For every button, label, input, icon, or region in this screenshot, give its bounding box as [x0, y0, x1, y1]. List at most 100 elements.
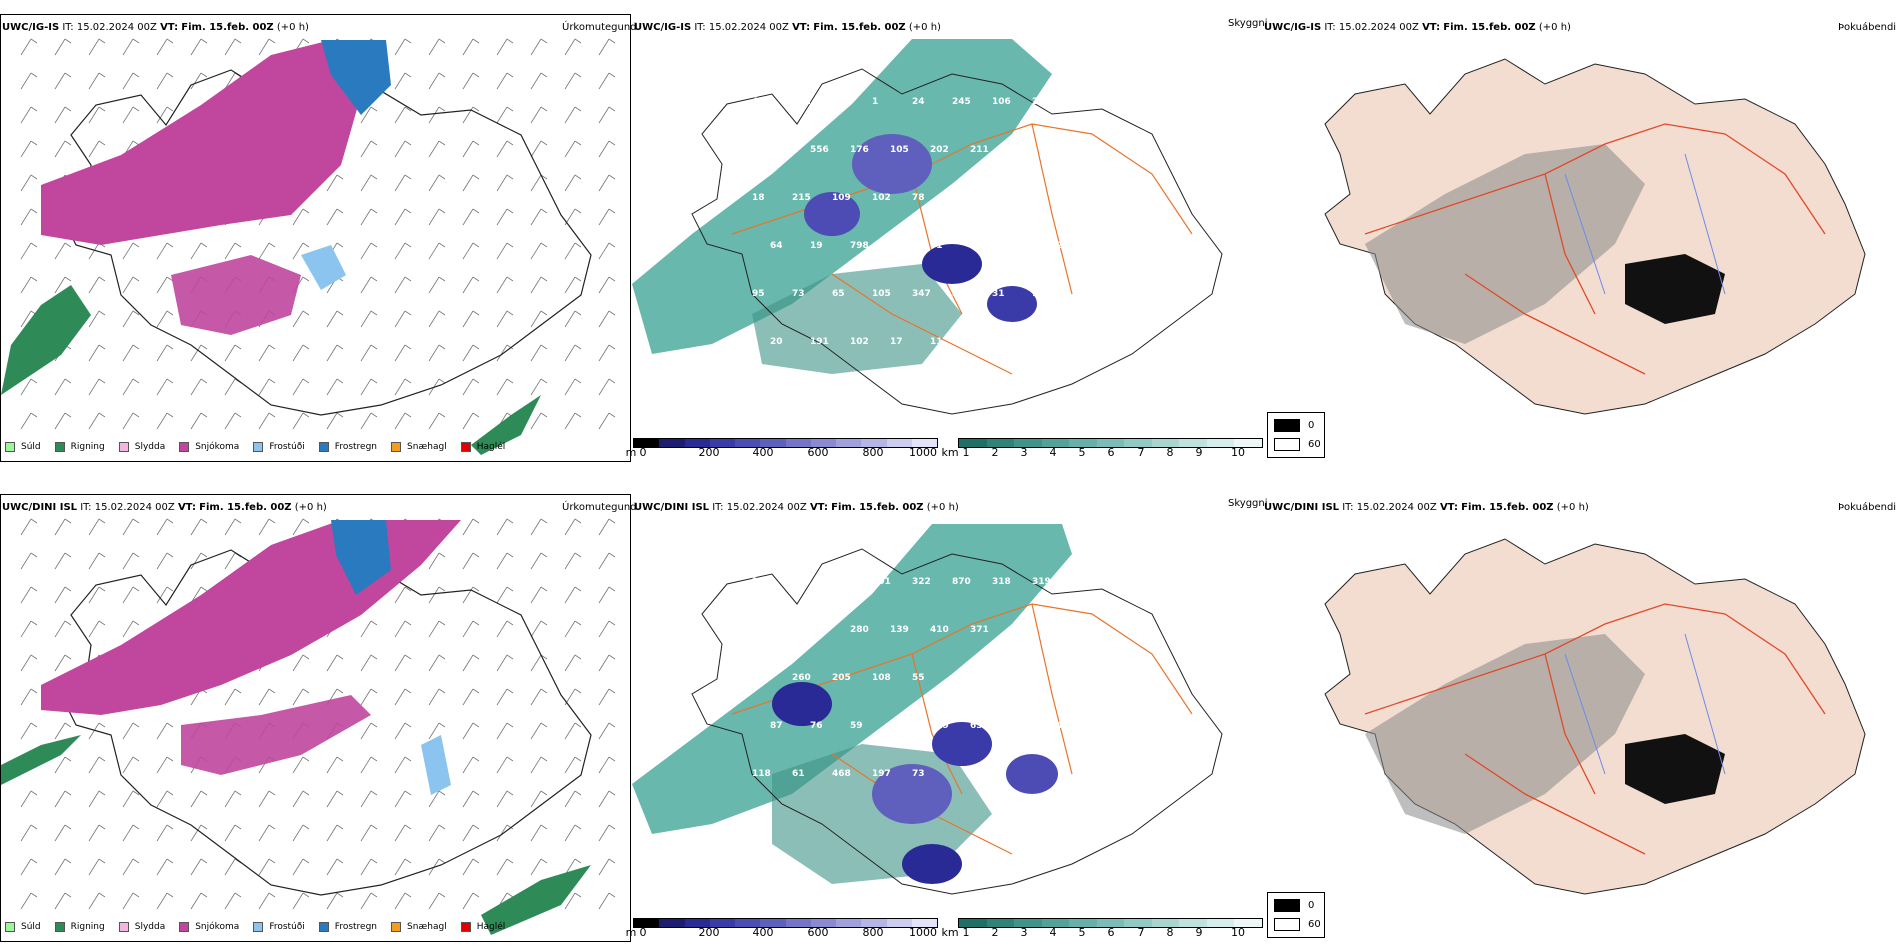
- fog-dark-area: [1625, 254, 1725, 324]
- cloud-base-value: 363: [832, 97, 851, 107]
- cloud-base-value: 31: [992, 289, 1005, 299]
- cloud-base-value: 92: [1032, 193, 1045, 203]
- fog-legend-item-60: 60: [1274, 438, 1321, 451]
- cloud-base-value: 176: [850, 145, 869, 155]
- cloud-base-value: 202: [930, 145, 949, 155]
- cloud-base-value: 18: [752, 193, 765, 203]
- cloud-base-colorbar-row2: [633, 918, 938, 928]
- base-labels: 49 382 363 1 24 245 106 27 221 200 556 176 105 202 211…: [752, 97, 1109, 347]
- cloud-base-value: 371: [970, 625, 989, 635]
- cloud-base-value: 319: [1032, 577, 1051, 587]
- cloud-base-value: 65: [832, 289, 845, 299]
- cloud-base-ticks-row2: m 0 200 400 600 800 1000: [625, 926, 937, 939]
- fog-title-row1: Þokuábendi: [1838, 22, 1897, 33]
- cloud-base-value: 65: [970, 721, 983, 731]
- cloud-base-value: 231: [810, 625, 829, 635]
- cloud-base-value: 200: [792, 577, 811, 587]
- cloud-base-value: 228: [752, 673, 771, 683]
- panel-header-precip-row2: UWC/DINI ISL IT: 15.02.2024 00Z VT: Fim.…: [2, 502, 327, 513]
- legend-item-snjokoma: Snjókoma: [179, 922, 239, 932]
- cloud-base-value: 64: [770, 241, 783, 251]
- legend-item-snjokoma: Snjókoma: [179, 442, 239, 452]
- cloud-base-value: 122: [1050, 241, 1069, 251]
- precip-legend: Súld Rigning Slydda Snjókoma Frostúði Fr…: [5, 919, 519, 935]
- cloud-base-value: 870: [952, 577, 971, 587]
- cloud-base-value: 153: [1072, 577, 1091, 587]
- precip-title-row2: Úrkomutegund: [562, 502, 637, 513]
- cloud-base-value: 293: [1010, 625, 1029, 635]
- snow-patches: [171, 255, 301, 335]
- cloud-base-value: 108: [872, 673, 891, 683]
- cloud-base-value: 141: [1050, 721, 1069, 731]
- legend-item-frostudi: Frostúði: [253, 922, 305, 932]
- legend-item-haglel: Haglél: [460, 442, 505, 452]
- cloud-base-value: 87: [770, 721, 783, 731]
- legend-item-snaehagl: Snæhagl: [391, 922, 447, 932]
- cloud-base-value: 215: [792, 193, 811, 203]
- fog-roads: [1364, 603, 1826, 855]
- cloud-base-value: 71: [930, 241, 943, 251]
- precip-type-map-row2: Súld Rigning Slydda Snjókoma Frostúði Fr…: [0, 494, 631, 942]
- cloud-base-value: 191: [810, 337, 829, 347]
- cloud-base-value: 102: [992, 673, 1011, 683]
- cloud-base-value: 19: [810, 241, 823, 251]
- legend-item-frostudi: Frostúði: [253, 442, 305, 452]
- visibility-ticks-row2: km 1 2 3 4 5 6 7 8 9 10: [941, 926, 1245, 939]
- cloud-base-value: 102: [850, 337, 869, 347]
- snow-patches: [181, 695, 371, 775]
- iceland-coastline: [60, 69, 592, 416]
- cloud-base-value: 17: [1050, 625, 1063, 635]
- rain-area-2: [481, 865, 591, 935]
- cloud-base-value: 301: [872, 577, 891, 587]
- visibility-colorbar-row2: [958, 918, 1263, 928]
- cloud-base-value: 200: [770, 145, 789, 155]
- freezing-rain-area: [331, 520, 391, 595]
- cloud-base-ticks-row1: m 0 200 400 600 800 1000: [625, 446, 937, 459]
- cloud-base-value: 153: [1010, 241, 1029, 251]
- cloud-base-value: 95: [1050, 145, 1063, 155]
- fog-dark-area: [1625, 734, 1725, 804]
- fog-rivers: [1564, 633, 1726, 775]
- cloud-base-value: 235: [752, 577, 771, 587]
- cloud-base-value: 99: [1090, 721, 1103, 731]
- cloud-base-value: 322: [912, 577, 931, 587]
- visibility-title-row2: Skyggni: [1228, 498, 1268, 509]
- precip-map-graphics: [1, 38, 616, 455]
- cloud-base-value: 68: [890, 241, 903, 251]
- cloud-base-value: 268: [832, 577, 851, 587]
- cloud-base-value: 157: [992, 193, 1011, 203]
- cloud-base-value: 49: [752, 97, 765, 107]
- precip-title-row1: Úrkomutegund: [562, 22, 637, 33]
- panel-header-visibility-row2: UWC/DINI ISL IT: 15.02.2024 00Z VT: Fim.…: [634, 502, 959, 513]
- cloud-base-blob-2: [932, 722, 992, 766]
- cloud-base-value: 245: [952, 97, 971, 107]
- cloud-base-value: 20: [770, 337, 783, 347]
- fog-map-graphics: [1324, 538, 1866, 895]
- cloud-base-value: 105: [890, 145, 909, 155]
- cloud-base-value: 106: [992, 97, 1011, 107]
- visibility-base-map-row1: 49 382 363 1 24 245 106 27 221 200 556 176 105 202 211…: [632, 14, 1252, 454]
- cloud-base-value: 221: [1072, 97, 1091, 107]
- cloud-base-value: 95: [752, 289, 765, 299]
- cloud-base-value: 468: [832, 769, 851, 779]
- cloud-base-value: 102: [872, 193, 891, 203]
- fog-legend-item-0: 0: [1274, 419, 1314, 432]
- cloud-base-value: 119: [930, 721, 949, 731]
- iceland-coastline: [691, 68, 1223, 415]
- legend-item-rigning: Rigning: [54, 922, 105, 932]
- cloud-base-value: 211: [970, 145, 989, 155]
- visibility-map-graphics: 49 382 363 1 24 245 106 27 221 200 556 176 105 202 211…: [632, 39, 1223, 415]
- cloud-base-blob-4: [852, 134, 932, 194]
- cloud-base-value: 82: [1090, 241, 1103, 251]
- cloud-base-value: 59: [850, 721, 863, 731]
- cloud-base-value: 55: [912, 673, 925, 683]
- cloud-base-value: 556: [810, 145, 829, 155]
- snow-area: [41, 40, 361, 245]
- visibility-title-row1: Skyggni: [1228, 18, 1268, 29]
- rain-area: [1, 285, 91, 395]
- cloud-base-value: 1: [872, 97, 878, 107]
- cloud-base-value: 798: [850, 241, 869, 251]
- cloud-base-value: 55: [1032, 673, 1045, 683]
- precip-legend: Súld Rigning Slydda Snjókoma Frostúði Fr…: [5, 439, 519, 455]
- freezing-rain-area: [321, 40, 391, 115]
